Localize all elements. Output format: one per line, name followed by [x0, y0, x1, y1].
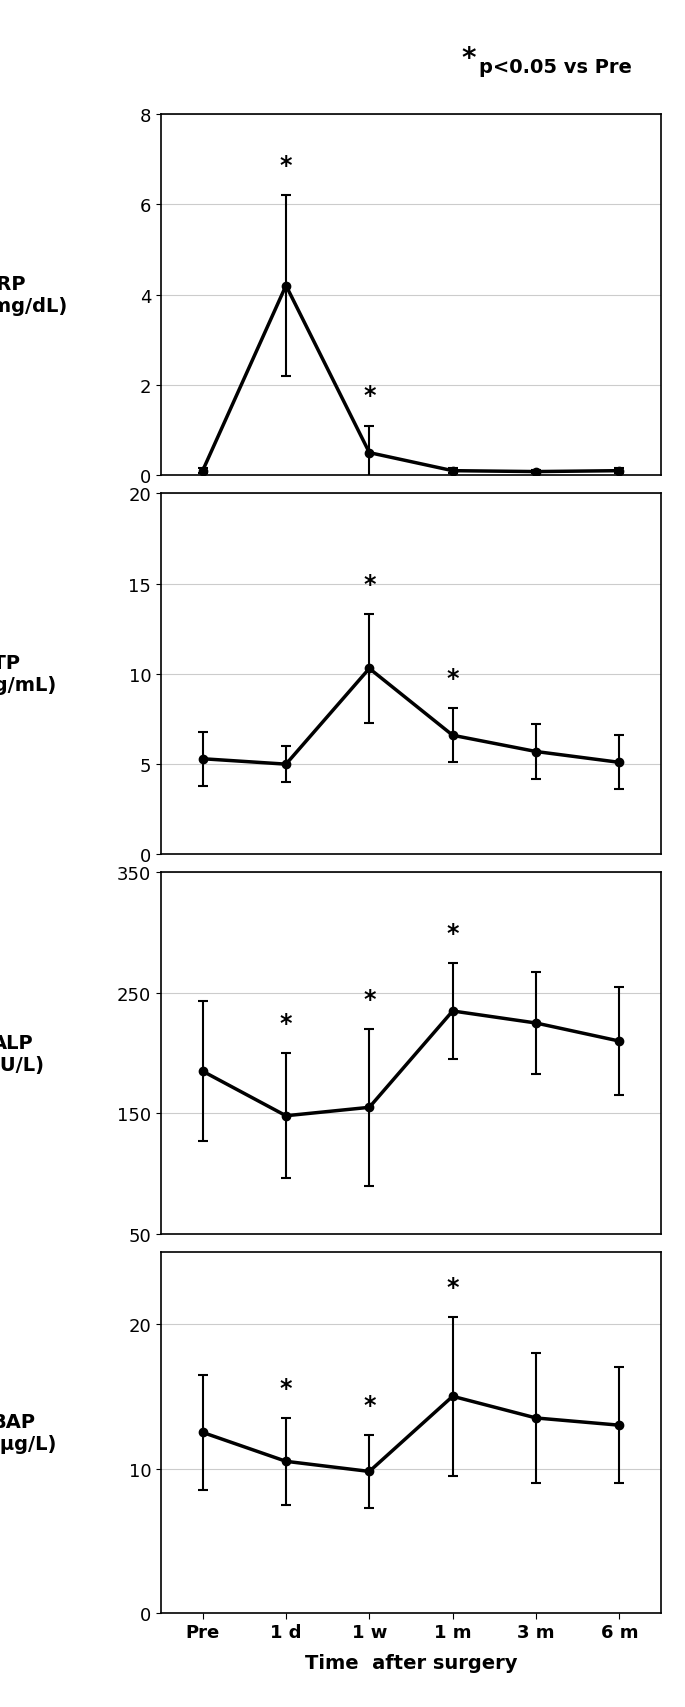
- Text: *: *: [279, 1012, 292, 1036]
- Text: *: *: [363, 1393, 375, 1417]
- Y-axis label: CRP
(mg/dL): CRP (mg/dL): [0, 275, 68, 316]
- Text: *: *: [461, 44, 475, 73]
- Y-axis label: ALP
(U/L): ALP (U/L): [0, 1033, 45, 1074]
- Text: *: *: [447, 922, 459, 946]
- Text: *: *: [363, 987, 375, 1011]
- Text: *: *: [363, 574, 375, 597]
- Text: *: *: [447, 1275, 459, 1299]
- Y-axis label: ICTP
(ng/mL): ICTP (ng/mL): [0, 654, 56, 695]
- X-axis label: Time  after surgery: Time after surgery: [305, 1652, 517, 1671]
- Text: *: *: [279, 1376, 292, 1400]
- Y-axis label: BAP
(μg/L): BAP (μg/L): [0, 1412, 56, 1453]
- Text: *: *: [279, 154, 292, 178]
- Text: p<0.05 vs Pre: p<0.05 vs Pre: [479, 58, 632, 77]
- Text: *: *: [363, 384, 375, 408]
- Text: *: *: [447, 667, 459, 691]
